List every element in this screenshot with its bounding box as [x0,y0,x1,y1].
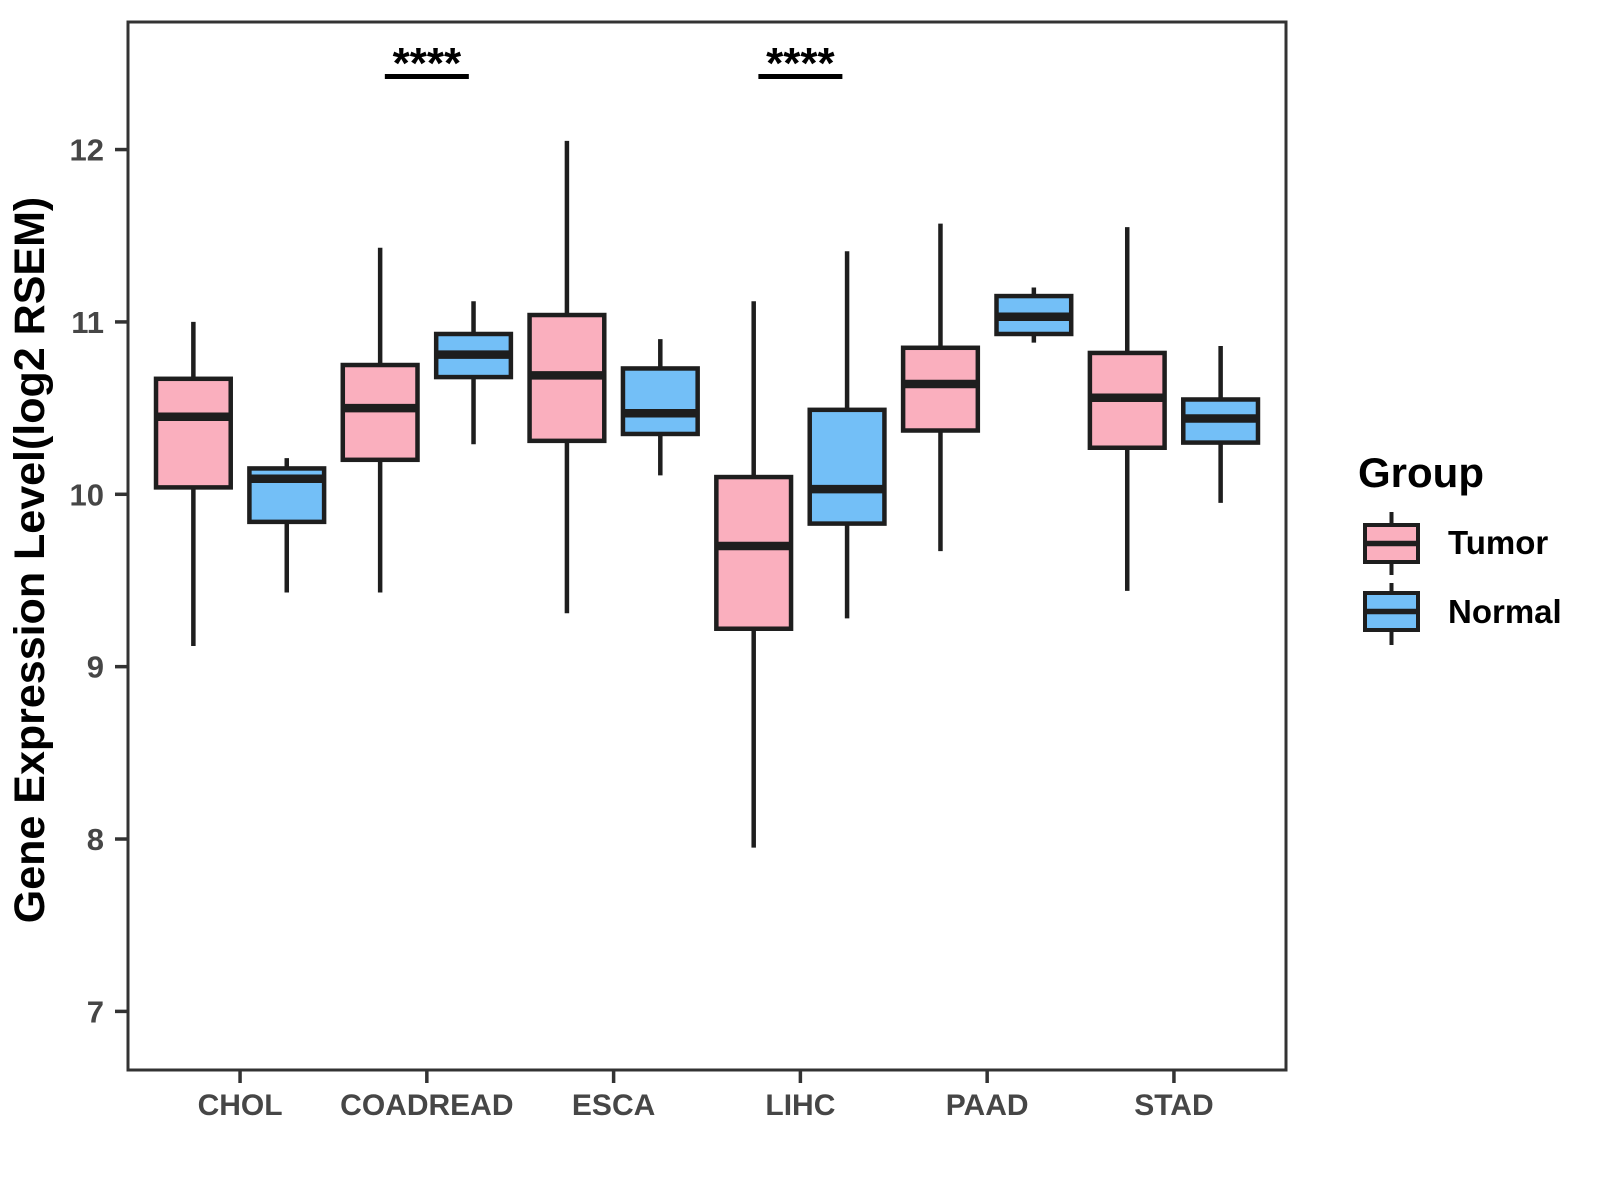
x-tick-label-coadread: COADREAD [340,1089,513,1122]
y-tick-label: 12 [70,133,104,168]
box-tumor-paad [900,345,981,433]
y-tick-label: 11 [71,305,104,340]
y-tick-label: 7 [87,994,104,1029]
box-normal-esca [620,366,700,437]
legend-label-tumor: Tumor [1448,524,1548,561]
box-tumor-lihc [714,474,794,631]
y-tick-label: 10 [70,477,104,512]
significance-stars-lihc: **** [766,39,835,88]
legend-title: Group [1358,449,1484,496]
x-tick-label-stad: STAD [1134,1089,1213,1122]
y-tick-label: 9 [87,650,104,685]
x-tick-label-chol: CHOL [198,1089,283,1122]
significance-bar-lihc [758,74,843,79]
box-tumor-coadread [340,362,420,463]
legend-label-normal: Normal [1448,593,1562,630]
x-tick-label-lihc: LIHC [765,1089,835,1122]
x-tick-label-esca: ESCA [572,1089,655,1122]
significance-stars-coadread: **** [393,39,462,88]
box-tumor-chol [153,376,233,490]
significance-bar-coadread [384,74,469,79]
panel-border [126,20,1288,1072]
y-axis-title: Gene Expression Level(log2 RSEM) [6,197,54,923]
y-tick-label: 8 [87,822,104,857]
x-tick-label-paad: PAAD [946,1089,1029,1122]
box-normal-lihc [807,407,887,526]
